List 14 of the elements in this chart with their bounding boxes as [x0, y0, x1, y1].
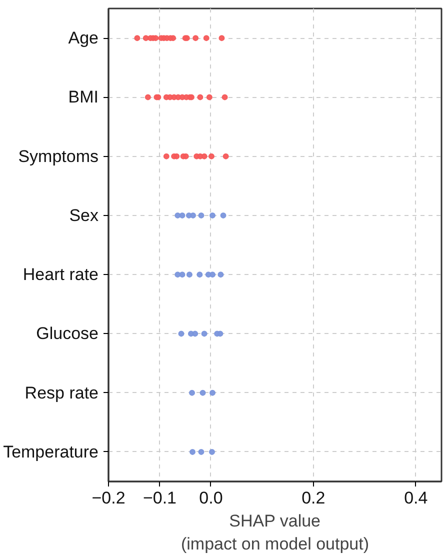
y-tick-label: Glucose — [36, 324, 99, 344]
x-tick-label: −0.2 — [92, 488, 126, 508]
y-tick-label: Sex — [69, 206, 99, 225]
x-tick-label: 0.0 — [199, 488, 223, 508]
x-tick-label: 0.4 — [404, 488, 428, 508]
y-tick-label: BMI — [68, 88, 99, 107]
y-tick-label: Heart rate — [22, 265, 99, 284]
x-tick-label: 0.2 — [302, 488, 326, 508]
x-tick-label: −0.1 — [142, 488, 177, 508]
y-tick-label: Temperature — [3, 442, 99, 462]
y-tick-label: Resp rate — [24, 383, 98, 402]
y-tick-label: Symptoms — [18, 146, 99, 166]
y-tick-label: Age — [68, 28, 98, 48]
x-axis-title: SHAP value (impact on model output) — [180, 512, 370, 554]
